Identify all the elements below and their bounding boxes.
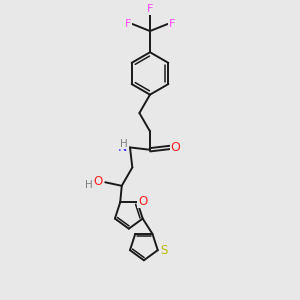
- Text: S: S: [160, 244, 167, 257]
- Text: H: H: [119, 139, 127, 149]
- Text: O: O: [94, 175, 103, 188]
- Text: H: H: [85, 180, 93, 190]
- Text: F: F: [169, 19, 175, 29]
- Text: O: O: [170, 141, 180, 154]
- Text: F: F: [125, 19, 131, 29]
- Text: S: S: [160, 244, 167, 257]
- Text: N: N: [118, 141, 128, 154]
- Text: H: H: [119, 139, 127, 149]
- Text: F: F: [125, 19, 131, 29]
- Text: H: H: [85, 180, 93, 190]
- Text: O: O: [170, 141, 180, 154]
- Text: O: O: [138, 195, 147, 208]
- Text: F: F: [147, 4, 153, 14]
- Text: F: F: [169, 19, 175, 29]
- Text: O: O: [138, 195, 147, 208]
- Text: O: O: [94, 175, 103, 188]
- Text: F: F: [147, 4, 153, 14]
- Text: N: N: [118, 141, 128, 154]
